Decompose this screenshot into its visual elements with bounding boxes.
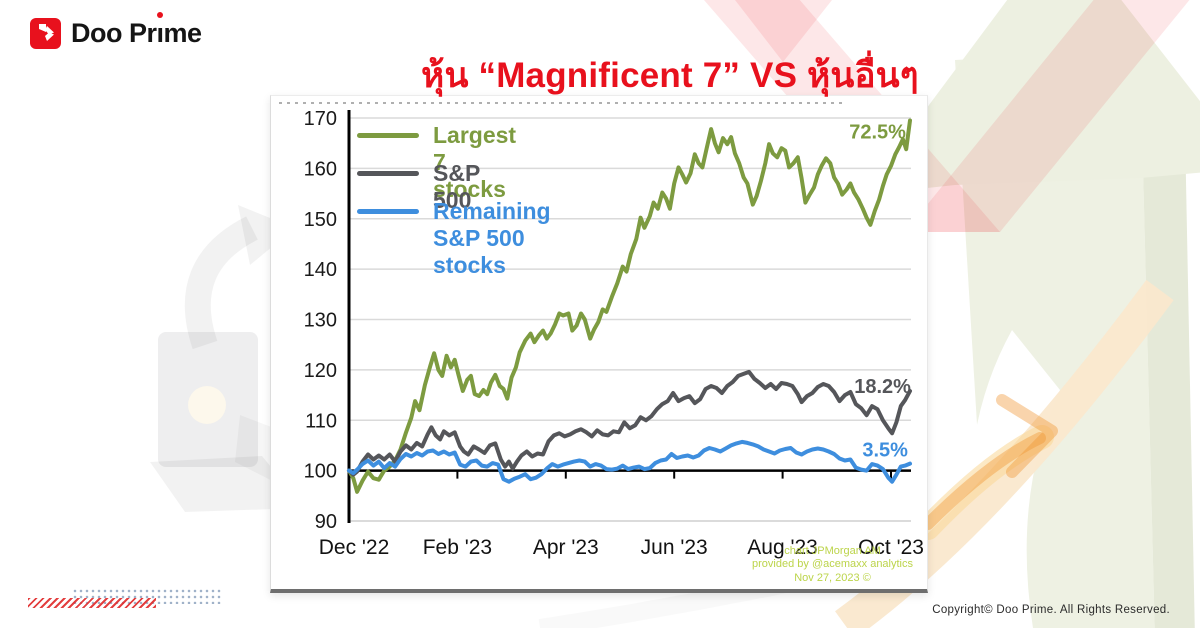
legend-label-remaining-sp500: Remaining S&P 500 stocks (433, 198, 551, 278)
watermark-line1: chart JPMorgan AM (784, 544, 881, 557)
page-title: หุ้น “Magnificent 7” VS หุ้นอื่นๆ (421, 56, 919, 95)
panel-top-remnant (279, 102, 845, 104)
copyright-text: Copyright© Doo Prime. All Rights Reserve… (932, 604, 1170, 616)
brand-i-dot (157, 12, 164, 18)
y-axis-label-120: 120 (304, 360, 337, 382)
legend-swatch-largest-7 (357, 133, 419, 138)
legend-item-largest-7: Largest 7 stocks (357, 122, 516, 203)
x-axis-label-3: Jun '23 (641, 536, 708, 559)
legend-label-largest-7: Largest 7 stocks (433, 122, 517, 202)
series-line-0 (347, 118, 912, 494)
watermark-line2: provided by @acemaxx analytics (752, 558, 913, 570)
y-axis-label-170: 170 (304, 108, 337, 130)
legend-swatch-sp500 (357, 171, 419, 176)
y-axis-label-140: 140 (304, 259, 337, 281)
y-axis-label-150: 150 (304, 209, 337, 231)
y-axis-label-90: 90 (315, 511, 337, 533)
red-stripe-decoration (28, 598, 156, 608)
end-label-0: 72.5% (849, 122, 906, 144)
chart-panel: 90 100 110 120 130 140 150 160 170 Dec '22 Feb '23… (270, 95, 928, 593)
brand-logo: Doo Prı me (30, 12, 202, 49)
y-axis-label-100: 100 (304, 461, 337, 483)
y-axis-label-160: 160 (304, 158, 337, 180)
x-axis-label-5: Oct '23 (858, 536, 924, 559)
end-label-2: 3.5% (862, 440, 908, 462)
x-axis-label-0: Dec '22 (319, 536, 390, 559)
legend-item-remaining-sp500: Remaining S&P 500 stocks (357, 198, 551, 279)
end-label-1: 18.2% (854, 376, 911, 398)
x-axis-label-1: Feb '23 (423, 536, 492, 559)
laptop-decoration (150, 205, 305, 512)
brand-wordmark: Doo Prı me (71, 12, 202, 49)
watermark-line3: Nov 27, 2023 © (794, 571, 871, 584)
x-axis-label-2: Apr '23 (533, 536, 599, 559)
legend-label-sp500: S&P 500 (433, 160, 480, 213)
line-chart: 90 100 110 120 130 140 150 160 170 Dec '22 Feb '23… (304, 108, 924, 559)
series-line-1 (347, 369, 912, 477)
series-line-2 (347, 439, 912, 484)
legend-item-sp500: S&P 500 (357, 160, 480, 214)
doo-prime-logo-icon (30, 18, 61, 49)
curved-arrow-decoration (835, 279, 1174, 628)
x-axis-label-4: Aug '23 (747, 536, 818, 559)
legend-swatch-remaining-sp500 (357, 209, 419, 214)
chart-watermark: chart JPMorgan AM provided by @acemaxx a… (752, 545, 913, 586)
y-axis-label-110: 110 (305, 410, 337, 432)
y-axis-label-130: 130 (304, 310, 337, 332)
